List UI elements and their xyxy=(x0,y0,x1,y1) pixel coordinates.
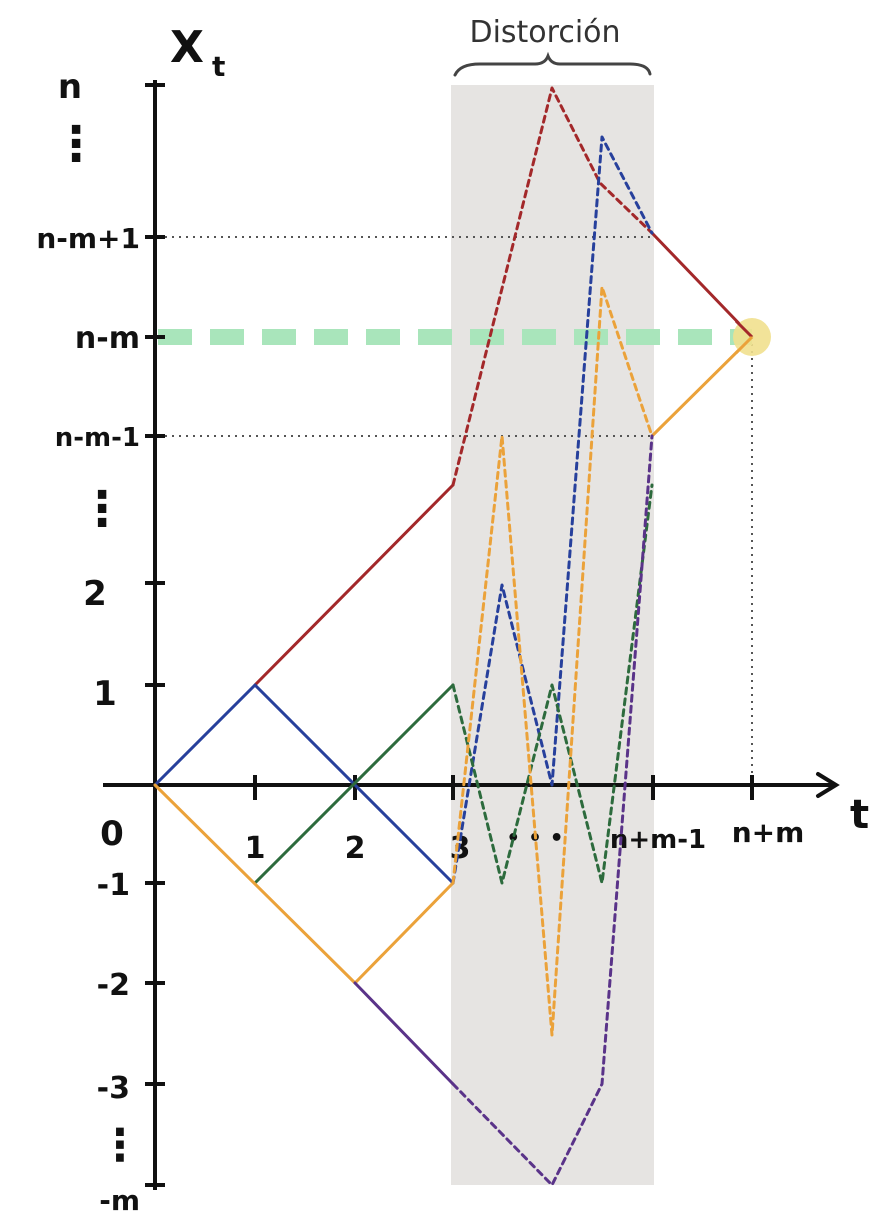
y-label-negm: -m xyxy=(99,1184,140,1217)
y-label-neg1: -1 xyxy=(97,868,130,903)
x-label-2: 2 xyxy=(345,831,366,866)
x-label-0: 0 xyxy=(100,814,124,854)
y-label-n-m-1: n-m-1 xyxy=(55,423,140,453)
blue-path-dashed xyxy=(451,135,654,885)
purple-path-dashed xyxy=(451,434,654,1187)
y-ellipsis-middle: ⋮ xyxy=(78,481,126,537)
x-axis-arrow-icon xyxy=(816,772,840,798)
purple-path-solid xyxy=(353,981,455,1086)
y-axis-label: X xyxy=(170,22,204,73)
y-axis-label-subscript: t xyxy=(212,50,225,83)
green-path-dashed xyxy=(451,483,654,885)
endpoint-orange-overlay xyxy=(734,335,754,355)
y-ellipsis-bottom: ⋮ xyxy=(98,1120,142,1171)
distortion-brace xyxy=(453,51,652,77)
y-ellipsis-top: ⋮ xyxy=(52,116,100,172)
orange-path-solid-end xyxy=(650,335,754,438)
x-ticks xyxy=(253,775,754,800)
x-axis-label: t xyxy=(850,792,869,838)
y-label-n: n xyxy=(58,67,82,107)
y-label-neg3: -3 xyxy=(97,1071,130,1106)
y-label-neg2: -2 xyxy=(97,968,130,1003)
x-label-n+m: n+m xyxy=(732,816,805,849)
orange-path-solid xyxy=(153,783,455,985)
blue-path-solid xyxy=(153,683,455,885)
red-path-solid-start xyxy=(253,483,455,687)
red-path-solid-end xyxy=(650,231,754,339)
y-label-n-m: n-m xyxy=(75,321,140,356)
x-label-1: 1 xyxy=(245,831,266,866)
distortion-region xyxy=(451,85,654,1185)
x-label-n+m-1: n+m-1 xyxy=(610,825,706,855)
distortion-label: Distorción xyxy=(469,15,620,50)
orange-path-dashed xyxy=(451,285,654,1037)
y-label-1: 1 xyxy=(93,674,117,714)
endpoint-red-overlay xyxy=(734,319,754,339)
y-label-n-m+1: n-m+1 xyxy=(36,222,140,255)
y-label-2: 2 xyxy=(83,574,107,614)
red-path-dashed xyxy=(451,86,654,487)
green-path-solid xyxy=(253,683,455,885)
y-ticks xyxy=(145,83,165,1187)
